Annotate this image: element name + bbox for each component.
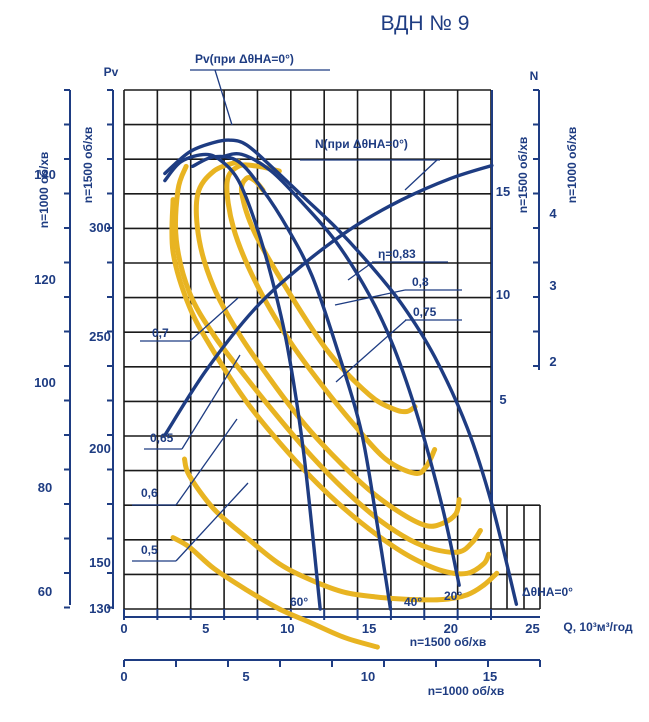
pv-1500-tick-label: 150 — [89, 555, 111, 570]
pv-1500-tick-label: 200 — [89, 441, 111, 456]
characteristic-curves — [163, 138, 519, 611]
q-1500-tick-label: 5 — [202, 621, 209, 636]
q-1500-tick-label: 10 — [280, 621, 294, 636]
leader-line — [404, 159, 438, 191]
bottom-outer-axis-title: n=1000 об/хв — [428, 684, 505, 698]
efficiency-label: 0,8 — [412, 275, 429, 289]
leader-line — [334, 289, 406, 306]
leader-line — [175, 418, 238, 506]
angle-label: 60° — [290, 595, 308, 609]
efficiency-contour — [181, 456, 500, 603]
efficiency-contour — [224, 162, 438, 477]
left-outer-axis-title: n=1000 об/хв — [37, 152, 51, 229]
efficiency-contour — [193, 159, 462, 529]
n-1500-tick-label: 15 — [496, 184, 510, 199]
efficiency-label: 0,65 — [150, 431, 174, 445]
pv-1000-tick-label: 100 — [34, 375, 56, 390]
chart-axes — [64, 89, 541, 667]
efficiency-label: 0,7 — [152, 326, 169, 340]
leader-line — [347, 261, 374, 281]
n-1000-tick-label: 4 — [549, 206, 557, 221]
right-outer-axis-title: n=1000 об/хв — [565, 127, 579, 204]
pv-1000-tick-label: 60 — [38, 584, 52, 599]
pv-1500-tick-label: 300 — [89, 220, 111, 235]
pv-1500-tick-label: 250 — [89, 329, 111, 344]
efficiency-label: 0,5 — [141, 543, 158, 557]
bottom-inner-axis-title: n=1500 об/хв — [410, 635, 487, 649]
efficiency-label: η=0,83 — [378, 247, 416, 261]
leader-line — [335, 319, 407, 383]
q-1000-tick-label: 15 — [483, 669, 497, 684]
angle-label: ΔθНА=0° — [522, 585, 573, 599]
q-1500-tick-label: 20 — [444, 621, 458, 636]
q-1000-tick-label: 0 — [120, 669, 127, 684]
efficiency-contour — [169, 197, 492, 577]
n-1000-tick-label: 3 — [549, 278, 556, 293]
angle-label: 20° — [444, 589, 462, 603]
efficiency-contours — [169, 159, 500, 650]
q-1500-tick-label: 25 — [525, 621, 539, 636]
n-1500-tick-label: 10 — [496, 287, 510, 302]
n-1500-tick-label: 5 — [499, 392, 506, 407]
angle-label: 40° — [404, 595, 422, 609]
leader-line — [189, 297, 239, 342]
efficiency-label: 0,75 — [413, 305, 437, 319]
series-line — [220, 152, 461, 587]
series-line — [163, 152, 322, 611]
y-axis-label-pv: Pv — [104, 65, 119, 79]
efficiency-contour — [238, 174, 418, 415]
pv-1000-tick-label: 80 — [38, 480, 52, 495]
right-inner-axis-title: n=1500 об/хв — [516, 137, 530, 214]
q-1000-tick-label: 5 — [242, 669, 249, 684]
annotations: Pv(при ΔθНА=0°) N(при ΔθНА=0°) η=0,83 0,8 0,… — [132, 52, 573, 609]
pv-curve-label: Pv(при ΔθНА=0°) — [195, 52, 294, 66]
chart-title: ВДН № 9 — [381, 12, 470, 35]
series-line — [190, 154, 393, 611]
series-line — [163, 163, 494, 437]
leader-line — [181, 354, 241, 450]
pv-1000-tick-label: 120 — [34, 272, 56, 287]
series-line — [163, 138, 519, 606]
left-inner-axis-title: n=1500 об/хв — [81, 127, 95, 204]
leader-line — [214, 69, 233, 126]
q-1000-tick-label: 10 — [361, 669, 375, 684]
leader-line — [175, 482, 249, 562]
efficiency-contour — [170, 535, 380, 650]
efficiency-label: 0,6 — [141, 486, 158, 500]
x-axis-units: Q, 10³м³/год — [563, 620, 633, 634]
n-curve-label: N(при ΔθНА=0°) — [315, 137, 408, 151]
pv-1000-tick-label: 140 — [34, 167, 56, 182]
pv-1500-tick-label: 130 — [89, 601, 111, 616]
q-1500-tick-label: 0 — [120, 621, 127, 636]
y-axis-label-n: N — [530, 69, 539, 83]
n-1000-tick-label: 2 — [549, 354, 556, 369]
q-1500-tick-label: 15 — [362, 621, 376, 636]
